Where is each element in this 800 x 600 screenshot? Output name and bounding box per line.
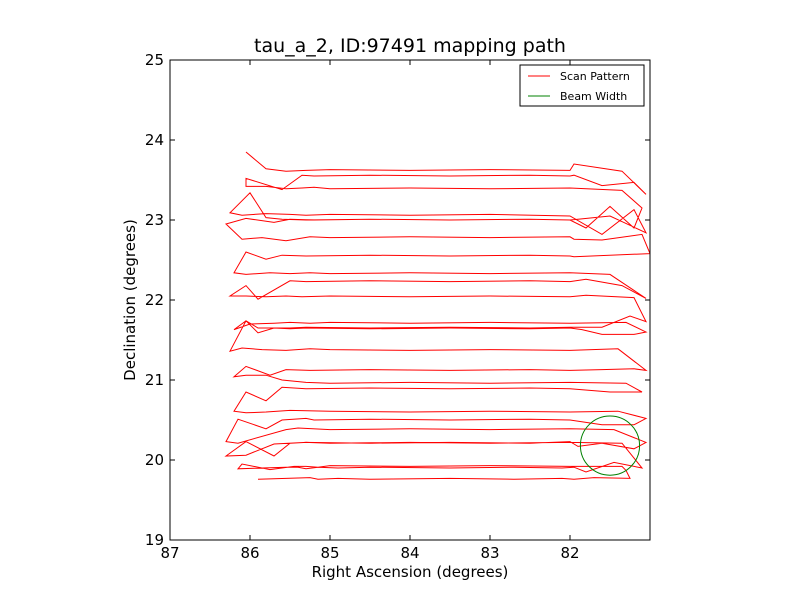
y-tick-label: 23 — [145, 211, 164, 229]
y-tick-label: 20 — [145, 451, 164, 469]
x-tick-label: 82 — [560, 544, 579, 562]
legend-label-scan-pattern: Scan Pattern — [560, 70, 630, 83]
y-tick-label: 25 — [145, 51, 164, 69]
y-tick-label: 21 — [145, 371, 164, 389]
legend-label-beam-width: Beam Width — [560, 90, 627, 103]
scan-pattern-line — [224, 151, 650, 480]
y-tick-label: 24 — [145, 131, 164, 149]
x-tick-label: 84 — [400, 544, 419, 562]
y-axis-label: Declination (degrees) — [121, 219, 139, 381]
x-tick-label: 83 — [480, 544, 499, 562]
beam-width-circle — [579, 415, 641, 476]
x-tick-label: 87 — [160, 544, 179, 562]
legend-box — [519, 64, 645, 107]
legend: Scan Pattern Beam Width — [519, 64, 645, 107]
x-tick-label: 85 — [320, 544, 339, 562]
x-axis: 87 86 85 84 83 82 — [160, 60, 580, 562]
y-tick-label: 22 — [145, 291, 164, 309]
x-tick-label: 86 — [240, 544, 259, 562]
y-axis: 19 20 21 22 23 24 25 — [145, 51, 650, 549]
scan-plot-area — [224, 151, 650, 480]
y-tick-label: 19 — [145, 531, 164, 549]
chart-title: tau_a_2, ID:97491 mapping path — [254, 35, 566, 57]
x-axis-label: Right Ascension (degrees) — [312, 563, 509, 581]
